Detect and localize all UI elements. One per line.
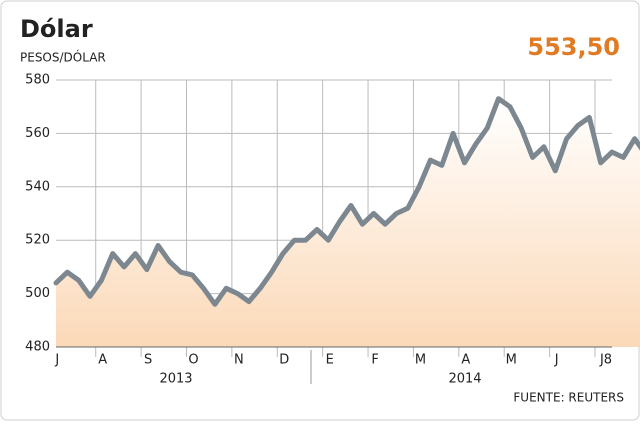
y-tick-label: 520 bbox=[25, 233, 50, 248]
y-tick-label: 540 bbox=[25, 179, 50, 194]
x-tick-label: J8 bbox=[599, 353, 612, 368]
y-tick-label: 480 bbox=[25, 340, 50, 355]
x-tick-label: A bbox=[98, 353, 107, 368]
line bbox=[53, 96, 640, 307]
y-tick-label: 500 bbox=[25, 286, 50, 301]
y-tick-label: 580 bbox=[25, 73, 50, 88]
x-tick-label: M bbox=[506, 353, 517, 368]
value-label: 553,50 bbox=[527, 33, 620, 61]
year-label: 2014 bbox=[448, 372, 481, 387]
chart-title: Dólar bbox=[20, 15, 93, 43]
subtitle: PESOS/DÓLAR bbox=[20, 50, 106, 65]
area bbox=[56, 98, 640, 347]
x-tick-label: O bbox=[188, 353, 198, 368]
x-tick-label: J bbox=[554, 353, 559, 368]
x-tick-label: F bbox=[371, 353, 378, 368]
x-tick-label: A bbox=[461, 353, 470, 368]
year-label: 2013 bbox=[159, 372, 192, 387]
x-tick-label: M bbox=[415, 353, 426, 368]
x-tick-label: D bbox=[279, 353, 289, 368]
x-tick-label: S bbox=[144, 353, 152, 368]
x-tick-label: J bbox=[54, 353, 59, 368]
y-tick-label: 560 bbox=[25, 126, 50, 141]
x-tick-label: N bbox=[234, 353, 244, 368]
x-tick-label: E bbox=[326, 353, 334, 368]
source: FUENTE: REUTERS bbox=[513, 391, 624, 405]
